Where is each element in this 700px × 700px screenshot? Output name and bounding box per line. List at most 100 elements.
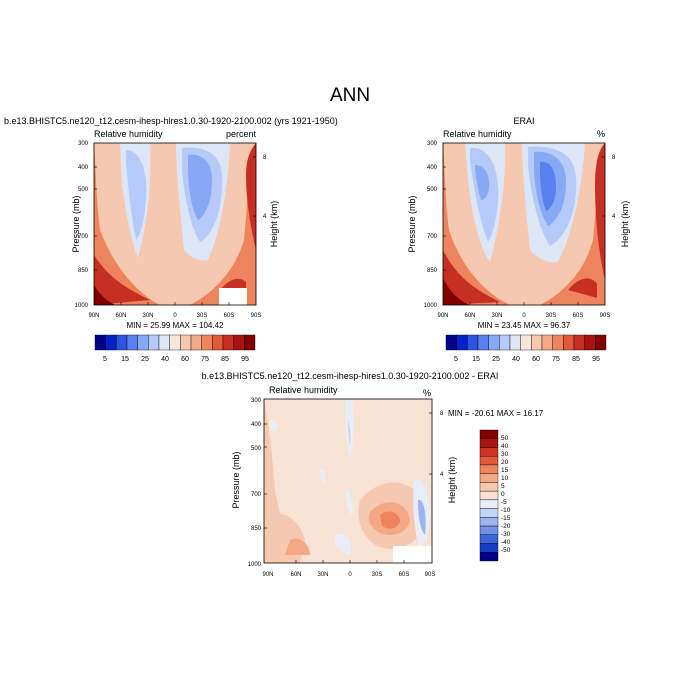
colorbar-swatch [595, 334, 607, 351]
panel-erai-ytick: 1000 [424, 303, 438, 309]
panel-model-xtick: 0 [173, 313, 177, 319]
panel-erai-title: ERAI [513, 116, 534, 126]
colorbar-swatch [479, 456, 499, 466]
panel-difference-ytick: 700 [251, 492, 262, 498]
panel-model-xtick: 90N [88, 313, 99, 319]
panel-difference-colorbar-label: -50 [501, 547, 511, 554]
colorbar-swatch [479, 447, 499, 457]
colorbar-swatch [126, 334, 138, 351]
panel-erai-units-label: % [597, 129, 605, 139]
colorbar-swatch [116, 334, 128, 351]
colorbar-swatch [520, 334, 532, 351]
colorbar-swatch [479, 482, 499, 492]
colorbar-swatch [222, 334, 234, 351]
panel-model-colorbar-label: 75 [201, 356, 209, 363]
panel-model-ytick: 300 [78, 141, 89, 147]
panel-erai-ylabel: Pressure (mb) [407, 195, 417, 252]
panel-difference-colorbar-label: -5 [501, 499, 507, 506]
panel-model-xtick: 60S [224, 313, 235, 319]
panel-model-colorbar-label: 40 [161, 356, 169, 363]
colorbar-swatch [169, 334, 181, 351]
colorbar-swatch [479, 517, 499, 527]
panel-model: b.e13.BHISTC5.ne120_t12.cesm-ihesp-hires… [4, 116, 338, 363]
colorbar-swatch [479, 534, 499, 544]
panel-difference-ytick: 850 [251, 526, 262, 532]
panel-difference-xtick: 60N [290, 572, 301, 578]
panel-difference-colorbar-label: -15 [501, 515, 511, 522]
colorbar-swatch [479, 508, 499, 518]
colorbar-swatch [445, 334, 457, 351]
panel-difference-plot-area [263, 398, 433, 564]
colorbar-swatch [552, 334, 564, 351]
panel-erai-plot-area [442, 142, 606, 306]
colorbar-swatch [573, 334, 585, 351]
panel-model-colorbar-label: 60 [181, 356, 189, 363]
panel-erai-colorbar-label: 15 [472, 356, 480, 363]
colorbar-swatch [479, 429, 499, 439]
panel-erai-xtick: 60S [573, 313, 584, 319]
panel-erai-colorbar-label: 95 [592, 356, 600, 363]
panel-model-ytick: 400 [78, 165, 89, 171]
panel-erai-colorbar-label: 85 [572, 356, 580, 363]
panel-erai-xtick: 60N [464, 313, 475, 319]
colorbar-swatch [477, 334, 489, 351]
panel-model-y2tick: 4 [263, 214, 267, 220]
panel-erai-y2label: Height (km) [620, 201, 630, 248]
panel-erai-xtick: 0 [522, 313, 526, 319]
panel-model-variable-label: Relative humidity [94, 129, 163, 139]
colorbar-swatch [479, 490, 499, 501]
panel-model-y2label: Height (km) [269, 201, 279, 248]
colorbar-swatch [479, 499, 499, 509]
panel-difference-ytick: 400 [251, 422, 262, 428]
panel-difference-colorbar-label: 40 [501, 443, 509, 450]
panel-erai-ytick: 500 [427, 187, 438, 193]
panel-model-ytick: 1000 [75, 303, 89, 309]
panel-erai-colorbar-label: 40 [512, 356, 520, 363]
colorbar-swatch [479, 473, 499, 483]
colorbar-swatch [456, 334, 468, 351]
colorbar-swatch [158, 334, 170, 351]
colorbar-swatch [541, 334, 553, 351]
panel-difference-colorbar-label: -40 [501, 539, 511, 546]
panel-erai-colorbar-label: 75 [552, 356, 560, 363]
panel-model-xtick: 60N [115, 313, 126, 319]
panel-erai-y2tick: 8 [612, 155, 616, 161]
panel-difference-min-max: MIN = -20.61 MAX = 16.17 [448, 409, 544, 418]
colorbar-swatch [499, 334, 511, 351]
panel-erai-y2tick: 4 [612, 214, 616, 220]
colorbar-swatch [137, 334, 149, 351]
colorbar-swatch [479, 464, 499, 474]
panel-model-ytick: 500 [78, 187, 89, 193]
colorbar-swatch [94, 334, 106, 351]
colorbar-swatch [148, 334, 160, 351]
panel-model-colorbar [94, 334, 256, 351]
colorbar-swatch [563, 334, 575, 351]
panel-erai-xtick: 30N [491, 313, 502, 319]
panel-difference-colorbar [479, 429, 499, 562]
panel-difference-colorbar-label: 0 [501, 491, 505, 498]
panel-difference-colorbar-label: 20 [501, 459, 509, 466]
panel-erai-ytick: 700 [427, 234, 438, 240]
panel-difference-y2label: Height (km) [447, 457, 457, 504]
colorbar-swatch [479, 438, 499, 448]
panel-difference-xtick: 0 [348, 572, 352, 578]
panel-model-xtick: 30N [142, 313, 153, 319]
colorbar-swatch [531, 334, 543, 351]
panel-model-ytick: 850 [78, 268, 89, 274]
colorbar-swatch [233, 334, 245, 351]
panel-erai-ytick: 300 [427, 141, 438, 147]
panel-difference-colorbar-label: -20 [501, 523, 511, 530]
panel-model-xtick: 30S [197, 313, 208, 319]
colorbar-swatch [479, 543, 499, 553]
panel-erai: ERAI Relative humidity % 300 400 500 700… [407, 116, 630, 363]
colorbar-swatch [190, 334, 202, 351]
panel-model-xtick: 90S [251, 313, 262, 319]
panel-difference-colorbar-label: 50 [501, 435, 509, 442]
page-title: ANN [330, 85, 370, 106]
panel-erai-min-max: MIN = 23.45 MAX = 96.37 [478, 321, 571, 330]
panel-model-colorbar-label: 85 [221, 356, 229, 363]
colorbar-swatch [584, 334, 596, 351]
panel-erai-colorbar-label: 60 [532, 356, 540, 363]
panel-model-colorbar-label: 15 [121, 356, 129, 363]
panel-difference-colorbar-label: 5 [501, 483, 505, 490]
